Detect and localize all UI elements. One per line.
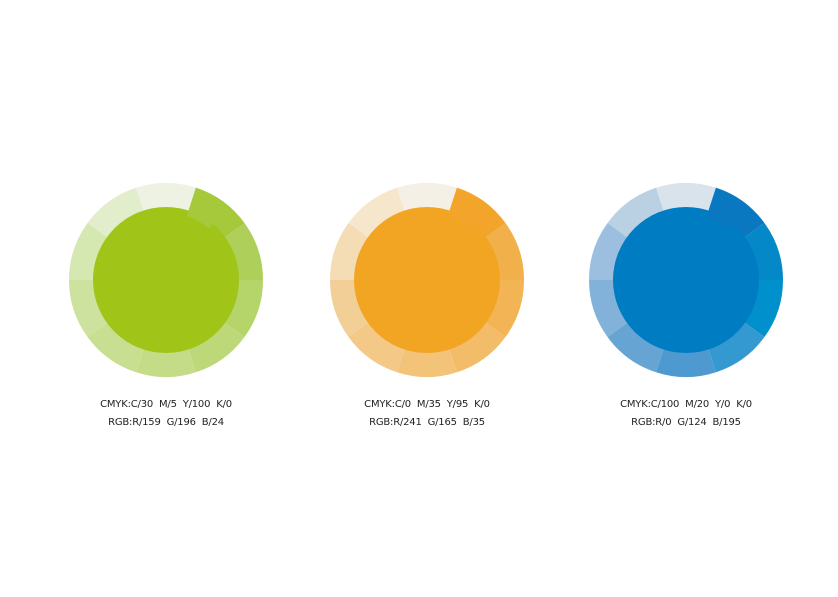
ring-segment	[188, 322, 245, 373]
color-wheel-orange	[330, 183, 524, 377]
ring-segment	[69, 280, 108, 338]
ring-segment	[656, 348, 716, 377]
ring-segment	[136, 183, 196, 212]
ring-segment	[744, 280, 783, 338]
ring-segment	[708, 322, 765, 373]
ring-notch	[447, 187, 490, 229]
main-color-disc	[354, 207, 500, 353]
ring-segment	[744, 222, 783, 280]
swatch-green: CMYK:C/30 M/5 Y/100 K/0 RGB:R/159 G/196 …	[61, 175, 271, 435]
ring-segment	[224, 280, 263, 338]
ring-segment	[589, 222, 628, 280]
ring-segment	[330, 222, 369, 280]
main-color-disc	[613, 207, 759, 353]
ring-segment	[485, 222, 524, 280]
color-wheel-blue	[589, 183, 783, 377]
ring-segment	[136, 348, 196, 377]
ring-notch	[706, 187, 749, 229]
rgb-label: RGB:R/159 G/196 B/24	[108, 417, 224, 428]
rgb-label: RGB:R/241 G/165 B/35	[369, 417, 485, 428]
cmyk-label: CMYK:C/100 M/20 Y/0 K/0	[620, 399, 752, 410]
swatch-orange: CMYK:C/0 M/35 Y/95 K/0 RGB:R/241 G/165 B…	[322, 175, 532, 435]
ring-segment	[348, 322, 405, 373]
ring-segment	[87, 187, 144, 238]
ring-segment	[449, 322, 506, 373]
ring-segment	[224, 222, 263, 280]
ring-segment	[348, 187, 405, 238]
main-color-disc	[93, 207, 239, 353]
ring-segment	[397, 183, 457, 212]
ring-segment	[397, 348, 457, 377]
rgb-label: RGB:R/0 G/124 B/195	[631, 417, 741, 428]
ring-segment	[607, 322, 664, 373]
ring-segment	[87, 322, 144, 373]
ring-segment	[656, 183, 716, 212]
ring-segment	[330, 280, 369, 338]
ring-segment	[607, 187, 664, 238]
ring-segment	[485, 280, 524, 338]
color-wheel-green	[69, 183, 263, 377]
cmyk-label: CMYK:C/0 M/35 Y/95 K/0	[364, 399, 490, 410]
cmyk-label: CMYK:C/30 M/5 Y/100 K/0	[100, 399, 232, 410]
swatch-blue: CMYK:C/100 M/20 Y/0 K/0 RGB:R/0 G/124 B/…	[581, 175, 791, 435]
ring-segment	[589, 280, 628, 338]
ring-segment	[69, 222, 108, 280]
ring-notch	[186, 187, 229, 229]
